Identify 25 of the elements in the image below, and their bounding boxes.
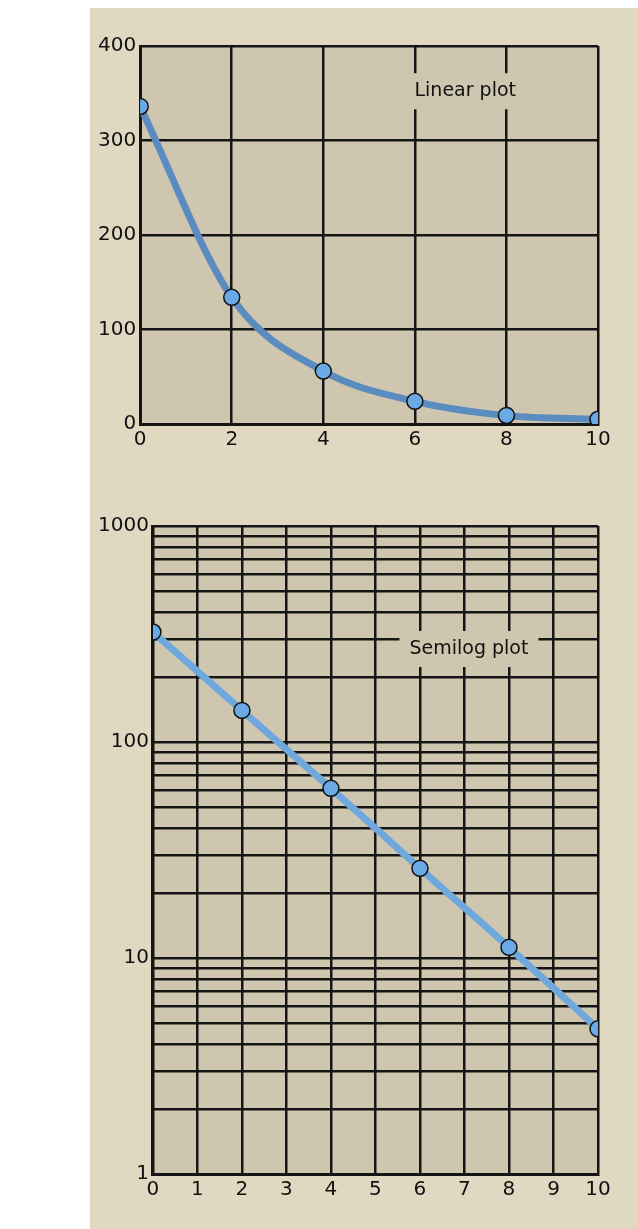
y-tick-label: 1000 — [97, 512, 149, 537]
y-tick-label: 100 — [97, 315, 137, 340]
annotation: Linear plot — [414, 78, 516, 101]
y-tick-label: 200 — [97, 221, 137, 246]
x-tick-label: 8 — [500, 426, 513, 451]
x-tick-label: 9 — [547, 1176, 560, 1201]
x-tick-label: 10 — [585, 1176, 611, 1201]
x-tick-label: 5 — [369, 1176, 382, 1201]
y-tick-label: 1 — [136, 1160, 149, 1185]
x-tick-label: 3 — [280, 1176, 293, 1201]
x-tick-label: 1 — [191, 1176, 204, 1201]
x-tick-label: 4 — [324, 1176, 338, 1201]
annotation: Semilog plot — [409, 636, 529, 659]
x-tick-label: 6 — [413, 1176, 427, 1201]
x-tick-label: 7 — [458, 1176, 471, 1201]
y-tick-label: 400 — [97, 32, 137, 57]
y-tick-label: 300 — [97, 126, 137, 151]
x-tick-label: 2 — [235, 1176, 249, 1201]
x-tick-label: 6 — [408, 426, 422, 451]
y-tick-label: 100 — [110, 728, 149, 753]
x-tick-label: 10 — [585, 426, 611, 451]
x-tick-label: 4 — [316, 426, 330, 451]
y-tick-label: 10 — [123, 944, 149, 969]
x-tick-label: 2 — [225, 426, 239, 451]
x-tick-label: 8 — [502, 1176, 516, 1201]
